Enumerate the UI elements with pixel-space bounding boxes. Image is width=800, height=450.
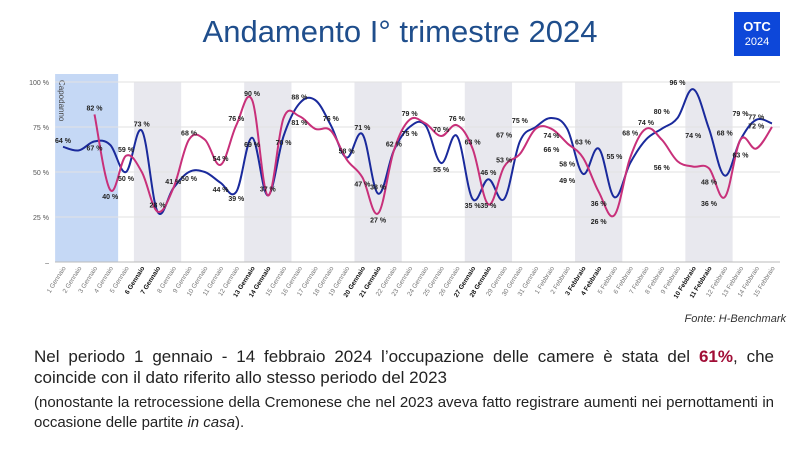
data-label: 72 % [748, 123, 765, 130]
data-label: 27 % [370, 217, 387, 224]
data-label: 76 % [228, 116, 245, 123]
data-label: 38 % [370, 185, 387, 192]
badge-year: 2024 [744, 36, 770, 48]
data-label: 58 % [559, 162, 576, 169]
data-label: 74 % [543, 133, 560, 140]
data-label: 71 % [354, 125, 371, 132]
annotation-label: Capodanno [57, 80, 66, 122]
data-label: 54 % [213, 156, 230, 163]
data-label: 67 % [87, 145, 104, 152]
otc-badge: OTC 2024 [734, 12, 780, 56]
data-label: 26 % [591, 219, 608, 226]
data-label: 88 % [291, 95, 308, 102]
page-title: Andamento I° trimestre 2024 [202, 14, 598, 49]
data-label: 77 % [748, 114, 765, 121]
note-text: (nonostante la retrocessione della Cremo… [34, 393, 774, 433]
summary-highlight: 61% [698, 347, 733, 366]
data-label: 39 % [228, 196, 245, 203]
chart-source: Fonte: H-Benchmark [684, 313, 786, 325]
data-label: 55 % [606, 154, 623, 161]
summary-text: Nel periodo 1 gennaio - 14 febbraio 2024… [34, 346, 774, 388]
data-label: 44 % [213, 187, 230, 194]
data-label: 82 % [87, 105, 104, 112]
data-label: 37 % [260, 186, 277, 193]
data-label: 35 % [465, 203, 482, 210]
y-tick-label: 100 % [29, 80, 49, 87]
data-label: 59 % [118, 147, 135, 154]
data-label: 75 % [512, 118, 529, 125]
data-label: 46 % [480, 170, 497, 177]
data-label: 68 % [181, 131, 198, 138]
data-label: 56 % [654, 165, 671, 172]
data-label: 58 % [339, 149, 356, 156]
data-label: 81 % [291, 120, 308, 127]
data-label: 49 % [559, 178, 576, 185]
data-label: 41 % [165, 179, 182, 186]
data-label: 36 % [591, 201, 608, 208]
series-line-2 [93, 95, 773, 218]
data-label: 79 % [402, 111, 419, 118]
data-label: 80 % [654, 109, 671, 116]
data-label: 68 % [622, 131, 639, 138]
data-label: 90 % [244, 91, 261, 98]
data-label: 67 % [496, 132, 513, 139]
data-label: 62 % [386, 141, 403, 148]
data-label: 70 % [276, 140, 293, 147]
data-label: 36 % [701, 201, 718, 208]
summary-before: Nel periodo 1 gennaio - 14 febbraio 2024… [34, 347, 699, 366]
y-tick-label: 50 % [33, 170, 49, 177]
capodanno-band [55, 74, 119, 262]
data-label: 53 % [496, 158, 513, 165]
summary-after: , che coincide con il dato riferito allo… [34, 347, 774, 387]
data-label: 48 % [701, 180, 718, 187]
data-label: 35 % [480, 203, 497, 210]
data-label: 74 % [638, 120, 655, 127]
data-label: 76 % [323, 116, 340, 123]
series-line-1 [62, 88, 773, 215]
data-label: 66 % [543, 147, 560, 154]
data-label: 76 % [449, 116, 466, 123]
note-before: (nonostante la retrocessione della Cremo… [34, 394, 774, 431]
badge-label: OTC [743, 19, 771, 34]
data-label: 70 % [433, 127, 450, 134]
y-tick-label: 25 % [33, 215, 49, 222]
data-label: 47 % [354, 181, 371, 188]
data-label: 50 % [118, 176, 135, 183]
note-italic: in casa [187, 414, 235, 431]
data-label: 50 % [181, 176, 198, 183]
data-label: 79 % [733, 111, 750, 118]
y-tick-label: – [45, 260, 49, 267]
data-label: 96 % [669, 80, 686, 87]
note-after: ). [234, 414, 245, 431]
data-label: 63 % [575, 140, 592, 147]
data-label: 64 % [55, 138, 72, 145]
data-label: 63 % [465, 140, 482, 147]
data-label: 68 % [717, 131, 734, 138]
data-label: 28 % [150, 203, 167, 210]
data-label: 63 % [733, 153, 750, 160]
data-label: 73 % [134, 122, 151, 129]
data-label: 75 % [402, 131, 419, 138]
y-tick-label: 75 % [33, 125, 49, 132]
data-label: 69 % [244, 142, 261, 149]
data-label: 55 % [433, 167, 450, 174]
data-label: 40 % [102, 194, 119, 201]
data-label: 74 % [685, 133, 702, 140]
